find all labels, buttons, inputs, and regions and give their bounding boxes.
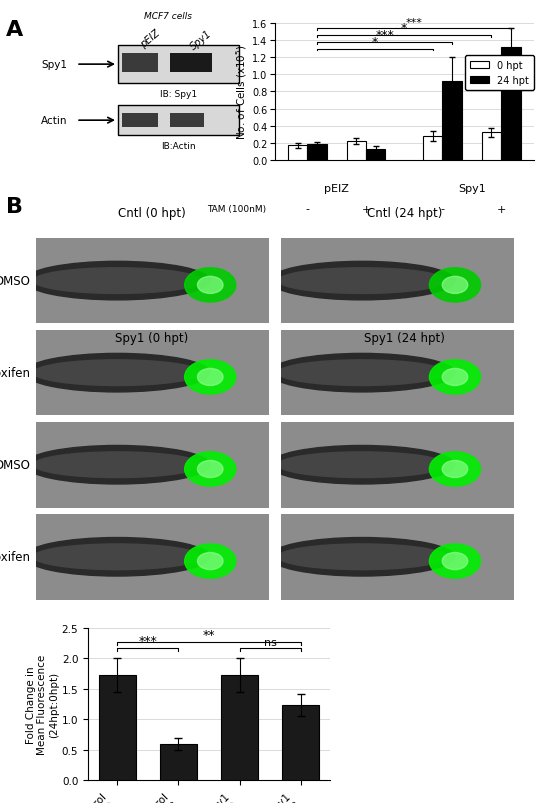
Ellipse shape: [278, 452, 446, 478]
Bar: [423, 137, 442, 161]
Bar: [122, 54, 158, 73]
Y-axis label: Fold Change in
Mean Fluorescence
(24hpt:0hpt): Fold Change in Mean Fluorescence (24hpt:…: [26, 654, 59, 754]
Text: Cntl (24 hpt): Cntl (24 hpt): [366, 206, 442, 219]
Text: +: +: [361, 204, 371, 214]
Text: +: +: [497, 204, 506, 214]
Ellipse shape: [24, 538, 210, 577]
Bar: [482, 133, 501, 161]
Ellipse shape: [430, 268, 481, 303]
Ellipse shape: [185, 361, 236, 394]
Ellipse shape: [185, 452, 236, 487]
Ellipse shape: [430, 452, 481, 487]
Text: B: B: [6, 197, 23, 217]
Text: DMSO: DMSO: [0, 275, 30, 287]
Text: **: **: [203, 628, 215, 641]
Bar: [99, 675, 136, 781]
Legend: 0 hpt, 24 hpt: 0 hpt, 24 hpt: [465, 56, 534, 91]
Bar: [118, 46, 239, 84]
Text: Spy1 (0 hpt): Spy1 (0 hpt): [116, 332, 189, 345]
Ellipse shape: [442, 461, 468, 478]
Bar: [282, 706, 319, 781]
Text: pEIZ: pEIZ: [324, 184, 349, 194]
Text: Cntl (0 hpt): Cntl (0 hpt): [118, 206, 186, 219]
Text: TAM (100nM): TAM (100nM): [207, 204, 266, 214]
Ellipse shape: [34, 544, 201, 570]
Bar: [307, 145, 327, 161]
Text: Spy1: Spy1: [189, 28, 214, 51]
Ellipse shape: [34, 361, 201, 386]
Bar: [170, 114, 204, 128]
Text: IB: Spy1: IB: Spy1: [160, 90, 197, 99]
Ellipse shape: [34, 452, 201, 478]
Text: IB:Actin: IB:Actin: [161, 141, 196, 150]
Text: -: -: [305, 204, 309, 214]
Text: ***: ***: [139, 634, 157, 647]
Ellipse shape: [430, 361, 481, 394]
Text: *: *: [401, 22, 408, 35]
Text: Spy1: Spy1: [42, 60, 68, 70]
Ellipse shape: [197, 552, 223, 570]
Text: Spy1: Spy1: [458, 184, 486, 194]
Bar: [170, 54, 212, 73]
Bar: [366, 149, 386, 161]
Ellipse shape: [185, 544, 236, 578]
Text: Actin: Actin: [41, 116, 68, 126]
Ellipse shape: [34, 268, 201, 294]
Bar: [118, 106, 239, 136]
Ellipse shape: [197, 461, 223, 478]
Bar: [346, 142, 366, 161]
Text: ***: ***: [405, 18, 422, 28]
Bar: [442, 82, 462, 161]
Ellipse shape: [24, 262, 210, 300]
Text: DMSO: DMSO: [0, 459, 30, 471]
Ellipse shape: [430, 544, 481, 578]
Bar: [122, 114, 158, 128]
Ellipse shape: [24, 354, 210, 393]
Ellipse shape: [269, 446, 455, 484]
Bar: [288, 146, 307, 161]
Bar: [501, 48, 521, 161]
Y-axis label: No. of Cells (x10$^5$): No. of Cells (x10$^5$): [234, 45, 249, 140]
Ellipse shape: [269, 354, 455, 393]
Text: Tamoxifen: Tamoxifen: [0, 367, 30, 380]
Text: A: A: [6, 20, 23, 40]
Ellipse shape: [278, 361, 446, 386]
Ellipse shape: [442, 552, 468, 570]
Text: Tamoxifen: Tamoxifen: [0, 551, 30, 564]
Ellipse shape: [442, 277, 468, 294]
Ellipse shape: [185, 268, 236, 303]
Ellipse shape: [442, 369, 468, 386]
Ellipse shape: [278, 268, 446, 294]
Text: Spy1 (24 hpt): Spy1 (24 hpt): [364, 332, 445, 345]
Text: *: *: [372, 36, 378, 49]
Text: MCF7 cells: MCF7 cells: [144, 12, 192, 22]
Text: -: -: [441, 204, 444, 214]
Bar: [221, 675, 258, 781]
Bar: [160, 744, 197, 781]
Ellipse shape: [24, 446, 210, 484]
Ellipse shape: [197, 277, 223, 294]
Ellipse shape: [269, 538, 455, 577]
Text: ns: ns: [263, 637, 277, 647]
Ellipse shape: [197, 369, 223, 386]
Ellipse shape: [269, 262, 455, 300]
Text: pEIZ: pEIZ: [139, 28, 162, 50]
Ellipse shape: [278, 544, 446, 570]
Text: ***: ***: [375, 29, 394, 42]
